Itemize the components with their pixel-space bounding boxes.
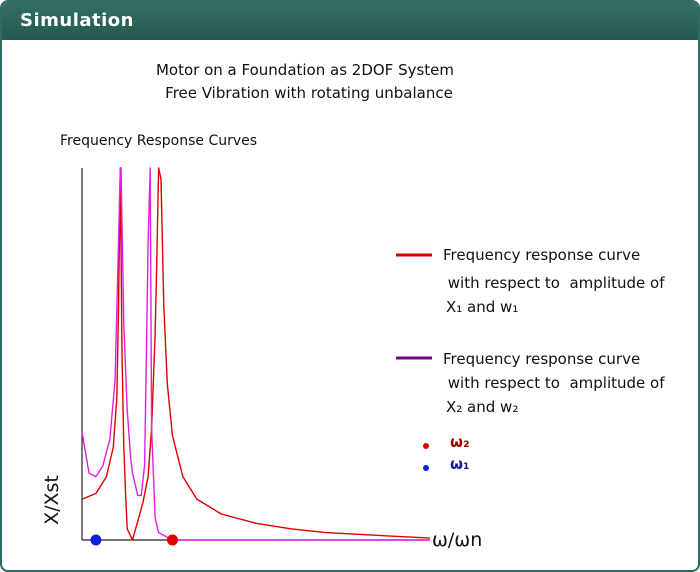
legend-omega2-dot	[423, 443, 429, 449]
chart-markers	[90, 534, 178, 546]
axis-marker-1	[90, 534, 102, 546]
legend-purple-line3: X₂ and w₂	[446, 398, 518, 416]
panel-header: Simulation	[2, 2, 698, 40]
series-line-2	[81, 167, 430, 541]
legend-omega1-label: ω₁	[450, 455, 470, 473]
figure-title-line2: Free Vibration with rotating unbalance	[165, 84, 453, 102]
series-line-1	[81, 167, 431, 541]
legend-purple-line2: with respect to amplitude of	[443, 374, 665, 392]
legend-omega2-label: ω₂	[450, 433, 470, 451]
axis-marker-2	[166, 534, 178, 546]
chart-curves	[81, 167, 431, 541]
legend-purple-line1: Frequency response curve	[443, 350, 640, 368]
x-axis-label: ω/ωn	[432, 529, 482, 551]
y-axis-label: X/Xst	[41, 475, 63, 525]
legend-red-line2: with respect to amplitude of	[443, 274, 665, 292]
chart-subtitle: Frequency Response Curves	[60, 133, 257, 149]
legend-omega1-dot	[423, 465, 429, 471]
legend-red-line1: Frequency response curve	[443, 246, 640, 264]
figure-title-line1: Motor on a Foundation as 2DOF System	[156, 61, 454, 79]
panel-title: Simulation	[20, 10, 134, 31]
legend-red-line3: X₁ and w₁	[446, 298, 518, 316]
